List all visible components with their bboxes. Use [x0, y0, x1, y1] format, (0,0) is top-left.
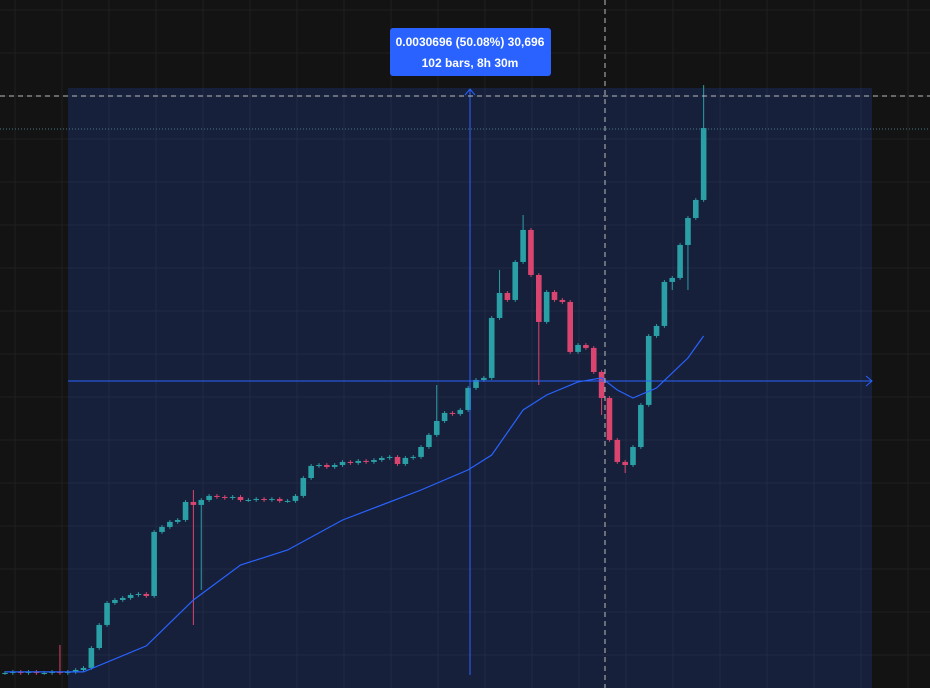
candle-body	[119, 597, 126, 600]
measure-arrow	[865, 375, 873, 387]
candle-body	[371, 459, 377, 462]
candle-body	[112, 599, 118, 603]
candle-body	[222, 496, 228, 498]
candle-body	[536, 274, 542, 322]
candle-body	[457, 409, 464, 414]
candle-body	[2, 672, 8, 674]
candle-body	[488, 317, 495, 378]
candle-body	[339, 461, 346, 466]
candle-body	[567, 301, 573, 352]
candle-body	[292, 495, 299, 501]
candle-body	[331, 465, 338, 467]
candle-body	[614, 439, 621, 462]
measure-text: 102 bars, 8h 30m	[422, 56, 519, 70]
candle-body	[151, 531, 157, 597]
candle-body	[661, 281, 668, 326]
candle-body	[598, 371, 605, 398]
candle-body	[104, 602, 110, 625]
candle-body	[159, 526, 165, 532]
candle-body	[135, 593, 142, 595]
candle-body	[190, 501, 197, 505]
candle-body	[700, 128, 707, 200]
candle-body	[512, 261, 519, 300]
candle-body	[645, 335, 652, 405]
candle-body	[80, 667, 87, 670]
candle-body	[308, 465, 314, 479]
candle-body	[206, 495, 212, 501]
candle-body	[245, 500, 252, 502]
candle-body	[269, 498, 275, 501]
candle-body	[418, 447, 424, 457]
candle-body	[559, 299, 566, 302]
candle-body	[653, 325, 660, 336]
candle-body	[473, 379, 479, 388]
candle-body	[543, 291, 550, 322]
candle-body	[685, 217, 691, 245]
candle-body	[551, 291, 558, 300]
candle-body	[638, 404, 644, 448]
candle-body	[182, 501, 189, 520]
candle-body	[167, 521, 173, 527]
candle-body	[481, 377, 487, 380]
candle-body	[606, 397, 613, 440]
candle-body	[449, 412, 456, 414]
candle-body	[433, 421, 440, 435]
candle-body	[300, 478, 307, 496]
candle-body	[394, 456, 401, 464]
candle-body	[669, 277, 676, 282]
candles	[2, 85, 707, 675]
candle-body	[88, 647, 95, 668]
candle-body	[363, 460, 369, 462]
candle-body	[575, 344, 581, 352]
candle-body	[441, 412, 448, 422]
candle-body	[677, 244, 683, 278]
candle-body	[528, 229, 534, 275]
measure-arrow	[464, 88, 476, 96]
candle-body	[324, 465, 330, 467]
candle-body	[622, 461, 628, 466]
candle-body	[583, 344, 589, 348]
candle-body	[237, 496, 244, 501]
candle-body	[198, 500, 205, 505]
measure-text: 0.0030696 (50.08%) 30,696	[396, 35, 545, 49]
candle-body	[630, 447, 636, 466]
candle-body	[127, 594, 134, 598]
candle-body	[347, 461, 354, 463]
candle-body	[386, 456, 393, 458]
candle-body	[426, 434, 432, 448]
candle-body	[41, 672, 48, 674]
candle-body	[253, 498, 259, 501]
candle-body	[520, 229, 526, 262]
candle-body	[465, 387, 471, 410]
candle-body	[284, 500, 291, 502]
candle-body	[316, 465, 322, 467]
candle-body	[214, 495, 220, 497]
candle-body	[261, 498, 267, 501]
candle-body	[410, 456, 416, 458]
candle-body	[379, 457, 385, 460]
candle-body	[693, 199, 699, 218]
candle-body	[355, 460, 362, 463]
candle-body	[276, 498, 283, 501]
candle-body	[590, 347, 597, 372]
candle-body	[96, 624, 102, 648]
candle-body	[174, 519, 181, 522]
candle-body	[72, 669, 79, 672]
measure-tooltip	[390, 28, 551, 76]
candle-body	[402, 457, 409, 464]
candle-body	[504, 292, 511, 300]
candle-body	[143, 593, 150, 597]
candle-body	[496, 292, 503, 318]
moving-average	[5, 335, 705, 673]
candle-body	[229, 496, 236, 498]
